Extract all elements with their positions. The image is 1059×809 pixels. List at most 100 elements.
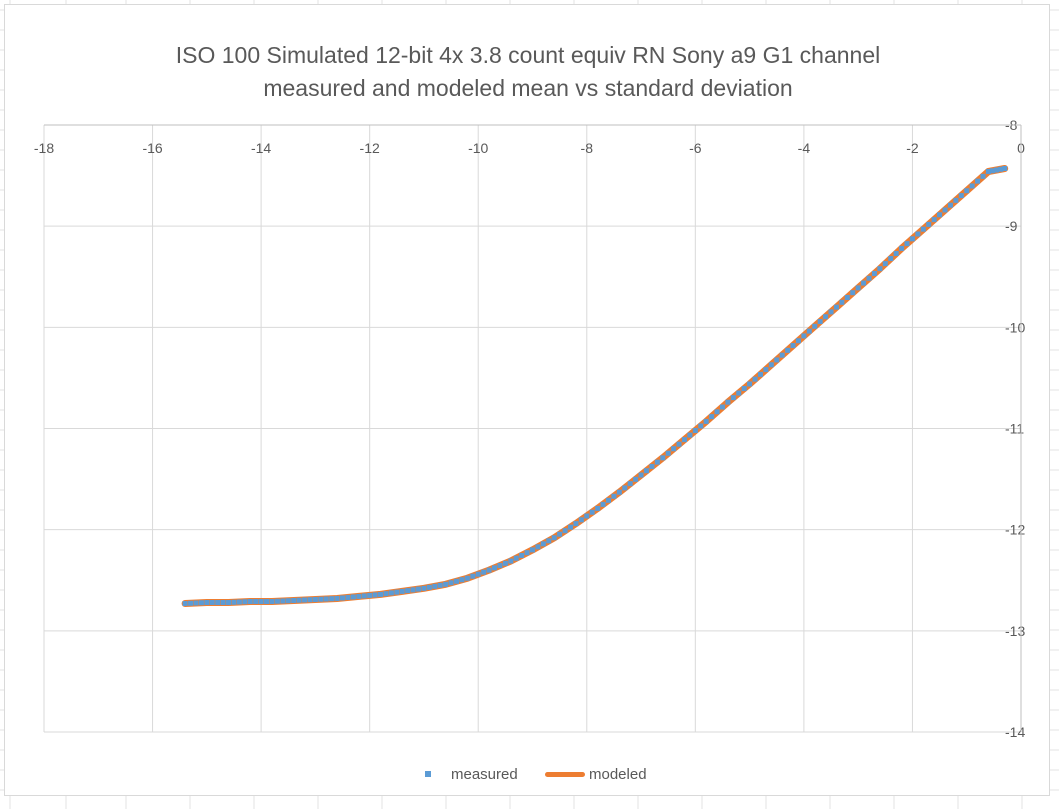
data-point-measured bbox=[540, 541, 546, 547]
x-tick-label: -16 bbox=[142, 140, 162, 156]
data-point-measured bbox=[714, 409, 720, 415]
data-point-measured bbox=[741, 386, 747, 392]
plot-area[interactable]: -18-16-14-12-10-8-6-4-20-8-9-10-11-12-13… bbox=[5, 5, 1051, 797]
data-point-measured bbox=[622, 485, 628, 491]
data-point-measured bbox=[204, 600, 210, 606]
data-point-measured bbox=[681, 437, 687, 443]
data-point-measured bbox=[356, 593, 362, 599]
data-point-measured bbox=[931, 217, 937, 223]
data-point-measured bbox=[399, 588, 405, 594]
data-point-measured bbox=[719, 404, 725, 410]
x-tick-label: -4 bbox=[798, 140, 811, 156]
data-point-measured bbox=[209, 600, 215, 606]
data-point-measured bbox=[318, 596, 324, 602]
data-point-measured bbox=[285, 598, 291, 604]
data-point-measured bbox=[193, 600, 199, 606]
data-point-measured bbox=[274, 598, 280, 604]
data-point-measured bbox=[421, 585, 427, 591]
data-point-measured bbox=[909, 236, 915, 242]
data-point-measured bbox=[242, 599, 248, 605]
data-point-measured bbox=[280, 598, 286, 604]
data-point-measured bbox=[481, 569, 487, 575]
data-point-measured bbox=[975, 178, 981, 184]
data-point-measured bbox=[958, 193, 964, 199]
data-point-measured bbox=[942, 207, 948, 213]
data-point-measured bbox=[383, 591, 389, 597]
data-point-measured bbox=[448, 580, 454, 586]
data-point-measured bbox=[877, 266, 883, 272]
data-point-measured bbox=[388, 590, 394, 596]
data-point-measured bbox=[226, 600, 232, 606]
data-point-measured bbox=[231, 599, 237, 605]
data-point-measured bbox=[823, 314, 829, 320]
data-point-measured bbox=[437, 582, 443, 588]
data-point-measured bbox=[236, 599, 242, 605]
data-point-measured bbox=[643, 468, 649, 474]
data-point-measured bbox=[687, 432, 693, 438]
data-point-measured bbox=[372, 592, 378, 598]
data-point-measured bbox=[795, 338, 801, 344]
data-point-measured bbox=[899, 245, 905, 251]
data-point-measured bbox=[888, 256, 894, 262]
data-point-measured bbox=[573, 521, 579, 527]
data-point-measured bbox=[291, 597, 297, 603]
data-point-measured bbox=[188, 600, 194, 606]
data-point-measured bbox=[269, 598, 275, 604]
data-point-measured bbox=[557, 531, 563, 537]
legend-item-modeled[interactable]: modeled bbox=[545, 763, 647, 785]
y-tick-label: -12 bbox=[1005, 522, 1025, 538]
data-point-measured bbox=[410, 587, 416, 593]
chart-area[interactable]: ISO 100 Simulated 12-bit 4x 3.8 count eq… bbox=[4, 4, 1050, 796]
data-point-measured bbox=[990, 168, 996, 174]
data-point-measured bbox=[600, 501, 606, 507]
data-point-measured bbox=[567, 524, 573, 530]
data-point-measured bbox=[562, 528, 568, 534]
data-point-measured bbox=[871, 270, 877, 276]
data-point-measured bbox=[833, 304, 839, 310]
data-point-measured bbox=[747, 381, 753, 387]
data-point-measured bbox=[790, 343, 796, 349]
data-point-measured bbox=[730, 395, 736, 401]
data-point-measured bbox=[182, 601, 188, 607]
y-tick-label: -11 bbox=[1005, 421, 1024, 437]
data-point-measured bbox=[340, 595, 346, 601]
data-point-measured bbox=[459, 577, 465, 583]
data-point-measured bbox=[394, 589, 400, 595]
data-point-measured bbox=[492, 565, 498, 571]
y-tick-label: -9 bbox=[1005, 218, 1018, 234]
data-point-measured bbox=[497, 563, 503, 569]
data-point-measured bbox=[486, 567, 492, 573]
data-point-measured bbox=[405, 588, 411, 594]
chart-title-line-2: measured and modeled mean vs standard de… bbox=[263, 75, 793, 101]
data-point-measured bbox=[812, 323, 818, 329]
chart-title[interactable]: ISO 100 Simulated 12-bit 4x 3.8 count eq… bbox=[5, 39, 1051, 105]
data-point-measured bbox=[692, 428, 698, 434]
data-point-measured bbox=[524, 550, 530, 556]
data-point-measured bbox=[502, 560, 508, 566]
data-point-measured bbox=[638, 472, 644, 478]
data-point-measured bbox=[969, 183, 975, 189]
data-point-measured bbox=[671, 446, 677, 452]
data-point-measured bbox=[654, 459, 660, 465]
data-point-measured bbox=[964, 188, 970, 194]
data-point-measured bbox=[595, 505, 601, 511]
data-point-measured bbox=[589, 509, 595, 515]
data-point-measured bbox=[443, 581, 449, 587]
data-point-measured bbox=[546, 538, 552, 544]
legend-item-measured[interactable]: measured bbox=[425, 763, 518, 785]
data-point-measured bbox=[806, 328, 812, 334]
data-point-measured bbox=[426, 584, 432, 590]
data-point-measured bbox=[616, 489, 622, 495]
data-point-measured bbox=[828, 309, 834, 315]
y-tick-label: -14 bbox=[1005, 724, 1025, 740]
data-point-measured bbox=[253, 598, 259, 604]
data-point-measured bbox=[416, 586, 422, 592]
data-point-measured bbox=[947, 202, 953, 208]
data-point-measured bbox=[703, 418, 709, 424]
data-point-measured bbox=[312, 596, 318, 602]
data-point-measured bbox=[817, 319, 823, 325]
data-point-measured bbox=[258, 598, 264, 604]
x-tick-label: -14 bbox=[251, 140, 271, 156]
data-point-measured bbox=[323, 596, 329, 602]
data-point-measured bbox=[757, 371, 763, 377]
